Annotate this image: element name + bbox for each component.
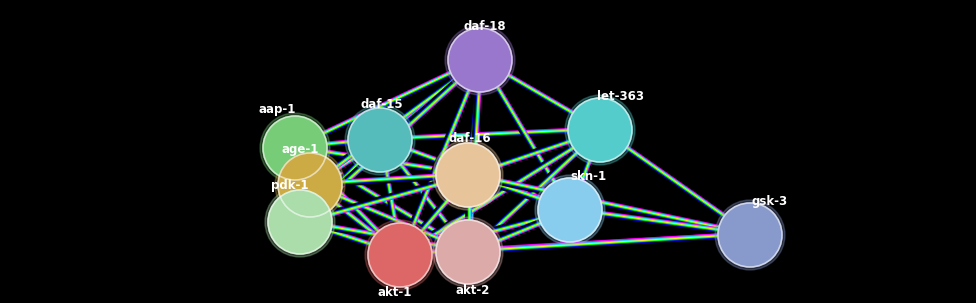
Circle shape xyxy=(260,113,330,183)
Circle shape xyxy=(445,25,515,95)
Text: aap-1: aap-1 xyxy=(259,104,296,116)
Text: skn-1: skn-1 xyxy=(570,169,606,182)
Circle shape xyxy=(715,200,785,270)
Circle shape xyxy=(265,187,335,257)
Text: daf-18: daf-18 xyxy=(464,19,507,32)
Circle shape xyxy=(568,98,632,162)
Circle shape xyxy=(535,175,605,245)
Circle shape xyxy=(348,108,412,172)
Circle shape xyxy=(275,150,345,220)
Circle shape xyxy=(368,223,432,287)
Circle shape xyxy=(565,95,635,165)
Text: akt-1: akt-1 xyxy=(378,287,412,299)
Circle shape xyxy=(436,220,500,284)
Text: gsk-3: gsk-3 xyxy=(752,195,788,208)
Circle shape xyxy=(278,153,342,217)
Circle shape xyxy=(263,116,327,180)
Circle shape xyxy=(433,140,503,210)
Circle shape xyxy=(433,217,503,287)
Text: age-1: age-1 xyxy=(281,142,319,155)
Circle shape xyxy=(365,220,435,290)
Text: akt-2: akt-2 xyxy=(456,284,490,297)
Text: pdk-1: pdk-1 xyxy=(271,179,308,192)
Circle shape xyxy=(436,143,500,207)
Text: let-363: let-363 xyxy=(596,89,643,102)
Circle shape xyxy=(448,28,512,92)
Text: daf-16: daf-16 xyxy=(449,132,491,145)
Text: daf-15: daf-15 xyxy=(361,98,403,111)
Circle shape xyxy=(345,105,415,175)
Circle shape xyxy=(538,178,602,242)
Circle shape xyxy=(718,203,782,267)
Circle shape xyxy=(268,190,332,254)
